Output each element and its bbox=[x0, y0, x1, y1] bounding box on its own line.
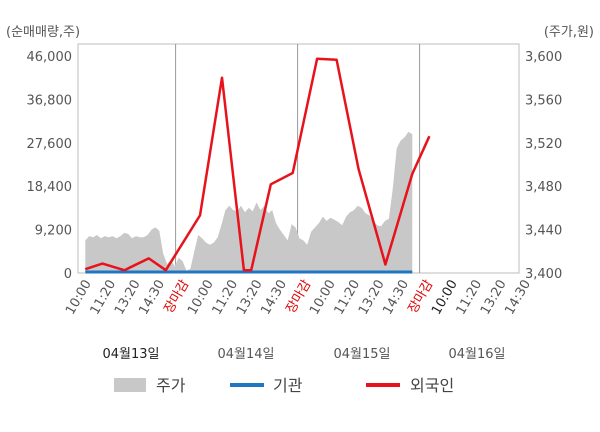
left-tick-label: 46,000 bbox=[27, 50, 73, 65]
right-tick-label: 3,480 bbox=[525, 180, 562, 195]
legend-price-label: 주가 bbox=[156, 376, 186, 395]
right-tick-label: 3,520 bbox=[525, 137, 562, 152]
left-tick-label: 9,200 bbox=[35, 224, 72, 239]
legend-institution-label: 기관 bbox=[273, 376, 303, 395]
date-label: 04월14일 bbox=[217, 347, 274, 362]
right-tick-label: 3,600 bbox=[525, 50, 562, 65]
legend-institution-swatch bbox=[230, 383, 264, 387]
right-tick-label: 3,560 bbox=[525, 93, 562, 108]
legend-foreign-swatch bbox=[366, 383, 400, 387]
left-axis-unit-label: (순매매량,주) bbox=[6, 25, 80, 40]
left-tick-label: 18,400 bbox=[27, 180, 73, 195]
x-tick-label: 14:30 bbox=[136, 278, 168, 318]
left-tick-label: 36,800 bbox=[27, 93, 73, 108]
left-tick-label: 0 bbox=[64, 267, 72, 282]
date-label: 04월13일 bbox=[102, 347, 159, 362]
right-axis-unit-label: (주가,원) bbox=[544, 25, 594, 40]
x-tick-label: 14:30 bbox=[258, 278, 290, 318]
legend-foreign-label: 외국인 bbox=[410, 376, 454, 395]
price-area-series bbox=[85, 131, 413, 273]
x-tick-label: 14:30 bbox=[502, 278, 534, 318]
x-tick-label: 14:30 bbox=[380, 278, 412, 318]
legend-price-swatch bbox=[114, 378, 146, 392]
foreign-line-series bbox=[84, 57, 431, 272]
date-label: 04월16일 bbox=[448, 347, 505, 362]
right-tick-label: 3,400 bbox=[525, 267, 562, 282]
left-tick-label: 27,600 bbox=[27, 137, 73, 152]
right-tick-label: 3,440 bbox=[525, 224, 562, 239]
date-label: 04월15일 bbox=[333, 347, 390, 362]
